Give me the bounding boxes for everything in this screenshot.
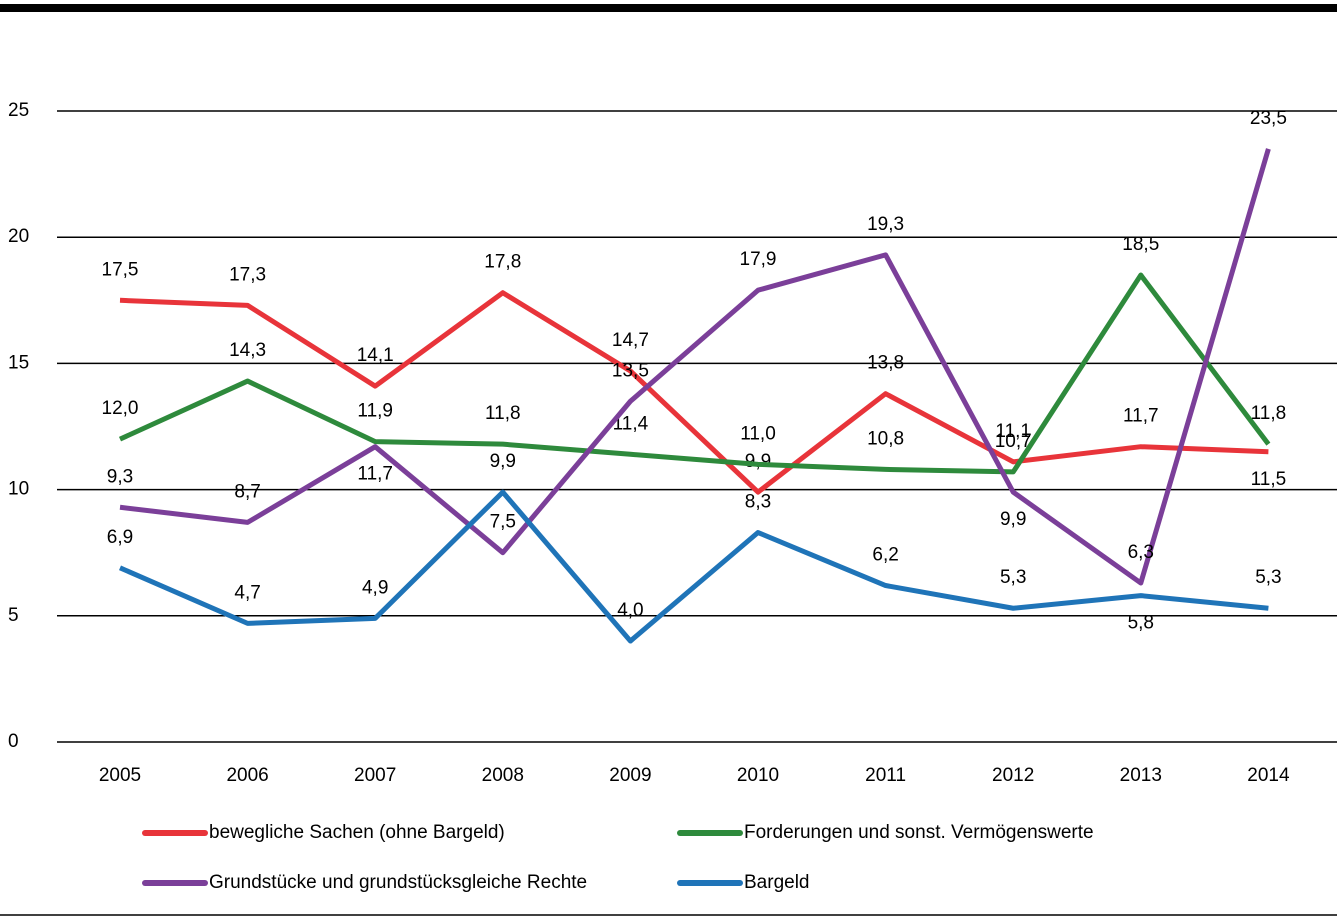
data-label: 11,4 <box>613 413 649 434</box>
x-tick-label: 2011 <box>865 765 906 786</box>
data-label: 18,5 <box>1122 234 1159 255</box>
x-tick-label: 2005 <box>99 765 141 786</box>
data-label: 12,0 <box>102 398 139 419</box>
data-label: 11,8 <box>1251 403 1287 424</box>
series-line <box>119 148 1271 586</box>
data-label: 19,3 <box>867 214 904 235</box>
series-line <box>118 272 1271 475</box>
y-tick-label: 5 <box>8 605 19 626</box>
x-tick-label: 2008 <box>482 765 524 786</box>
y-tick-label: 0 <box>8 731 19 752</box>
legend-label: Grundstücke und grundstücksgleiche Recht… <box>209 872 587 893</box>
data-label: 11,1 <box>995 421 1031 442</box>
legend-label: Forderungen und sonst. Vermögenswerte <box>744 822 1094 843</box>
data-label: 13,5 <box>612 360 649 381</box>
data-label: 11,7 <box>1123 406 1159 427</box>
y-tick-label: 10 <box>8 479 29 500</box>
data-label: 14,1 <box>357 345 394 366</box>
data-label: 14,7 <box>612 330 649 351</box>
data-label: 10,8 <box>867 428 904 449</box>
y-tick-label: 25 <box>8 100 29 121</box>
y-tick-label: 20 <box>8 226 29 247</box>
data-label: 11,8 <box>485 403 521 424</box>
series-line <box>119 290 1269 495</box>
data-label: 6,3 <box>1128 542 1154 563</box>
data-label: 11,9 <box>357 401 393 422</box>
legend-label: Bargeld <box>744 872 810 893</box>
data-label: 5,3 <box>1255 567 1281 588</box>
data-label: 13,8 <box>867 353 904 374</box>
data-label: 6,9 <box>107 527 133 548</box>
data-label: 11,7 <box>357 464 393 485</box>
data-label: 9,9 <box>1000 509 1026 530</box>
x-tick-label: 2006 <box>226 765 268 786</box>
x-tick-label: 2010 <box>737 765 779 786</box>
data-label: 4,0 <box>617 600 643 621</box>
data-label: 10,7 <box>995 431 1032 452</box>
data-label: 9,3 <box>107 466 133 487</box>
legend-label: bewegliche Sachen (ohne Bargeld) <box>209 822 505 843</box>
data-label: 8,3 <box>745 492 771 513</box>
data-label: 7,5 <box>490 512 516 533</box>
data-label: 11,5 <box>1251 469 1287 490</box>
data-label: 4,9 <box>362 577 388 598</box>
data-label: 23,5 <box>1250 108 1287 129</box>
x-tick-label: 2007 <box>354 765 396 786</box>
data-label: 8,7 <box>234 481 260 502</box>
data-label: 17,5 <box>102 259 139 280</box>
y-tick-label: 15 <box>8 352 29 373</box>
data-label: 17,9 <box>740 249 777 270</box>
x-tick-label: 2012 <box>992 765 1034 786</box>
x-tick-label: 2014 <box>1247 765 1290 786</box>
x-tick-label: 2009 <box>609 765 651 786</box>
data-label: 6,2 <box>872 545 898 566</box>
data-label: 4,7 <box>234 582 260 603</box>
top-rule <box>0 4 1337 12</box>
data-label: 5,8 <box>1128 613 1154 634</box>
data-label: 17,8 <box>484 252 521 273</box>
data-label: 11,0 <box>740 423 776 444</box>
data-label: 5,3 <box>1000 567 1026 588</box>
x-tick-label: 2013 <box>1120 765 1162 786</box>
data-label: 9,9 <box>490 451 516 472</box>
data-label: 17,3 <box>229 264 266 285</box>
series-line <box>119 489 1269 644</box>
data-label: 14,3 <box>229 340 266 361</box>
